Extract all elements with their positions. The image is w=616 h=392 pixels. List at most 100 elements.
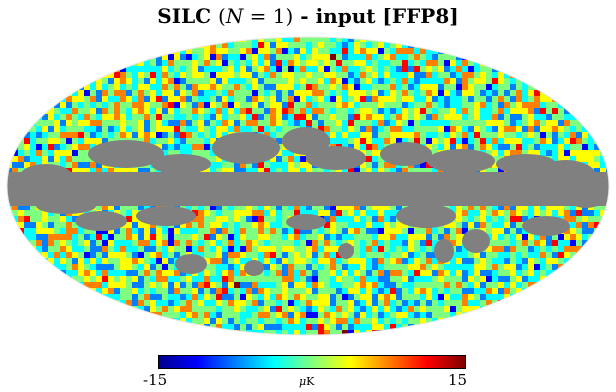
field-cell bbox=[24, 234, 30, 240]
field-cell bbox=[234, 162, 240, 168]
field-cell bbox=[156, 258, 162, 264]
field-cell bbox=[540, 270, 546, 276]
field-cell bbox=[240, 48, 246, 54]
field-cell bbox=[108, 90, 114, 96]
field-cell bbox=[210, 108, 216, 114]
field-cell bbox=[390, 102, 396, 108]
field-cell bbox=[402, 84, 408, 90]
field-cell bbox=[228, 306, 234, 312]
field-cell bbox=[348, 96, 354, 102]
field-cell bbox=[174, 108, 180, 114]
field-cell bbox=[444, 102, 450, 108]
field-cell bbox=[516, 150, 522, 156]
field-cell bbox=[294, 252, 300, 258]
field-cell bbox=[162, 96, 168, 102]
field-cell bbox=[372, 78, 378, 84]
field-cell bbox=[342, 264, 348, 270]
field-cell bbox=[102, 132, 108, 138]
field-cell bbox=[222, 204, 228, 210]
field-cell bbox=[150, 276, 156, 282]
field-cell bbox=[408, 108, 414, 114]
field-cell bbox=[432, 72, 438, 78]
field-cell bbox=[300, 264, 306, 270]
field-cell bbox=[402, 120, 408, 126]
field-cell bbox=[192, 312, 198, 318]
field-cell bbox=[300, 96, 306, 102]
field-cell bbox=[210, 270, 216, 276]
field-cell bbox=[300, 252, 306, 258]
field-cell bbox=[480, 282, 486, 288]
field-cell bbox=[582, 222, 588, 228]
field-cell bbox=[192, 222, 198, 228]
field-cell bbox=[78, 258, 84, 264]
field-cell bbox=[138, 306, 144, 312]
field-cell bbox=[120, 102, 126, 108]
field-cell bbox=[390, 72, 396, 78]
field-cell bbox=[492, 102, 498, 108]
field-cell bbox=[228, 330, 234, 335]
field-cell bbox=[198, 60, 204, 66]
field-cell bbox=[300, 246, 306, 252]
field-cell bbox=[276, 162, 282, 168]
field-cell bbox=[288, 96, 294, 102]
field-cell bbox=[474, 66, 480, 72]
field-cell bbox=[192, 126, 198, 132]
field-cell bbox=[474, 84, 480, 90]
field-cell bbox=[288, 252, 294, 258]
field-cell bbox=[264, 270, 270, 276]
field-cell bbox=[354, 228, 360, 234]
field-cell bbox=[264, 216, 270, 222]
field-cell bbox=[96, 90, 102, 96]
field-cell bbox=[168, 54, 174, 60]
field-cell bbox=[144, 252, 150, 258]
field-cell bbox=[564, 120, 570, 126]
field-cell bbox=[336, 282, 342, 288]
field-cell bbox=[522, 264, 528, 270]
field-cell bbox=[72, 234, 78, 240]
field-cell bbox=[102, 96, 108, 102]
field-cell bbox=[516, 228, 522, 234]
field-cell bbox=[246, 78, 252, 84]
field-cell bbox=[378, 60, 384, 66]
field-cell bbox=[522, 132, 528, 138]
field-cell bbox=[312, 300, 318, 306]
field-cell bbox=[36, 246, 42, 252]
field-cell bbox=[150, 108, 156, 114]
field-cell bbox=[576, 120, 582, 126]
field-cell bbox=[162, 150, 168, 156]
field-cell bbox=[300, 84, 306, 90]
field-cell bbox=[588, 138, 594, 144]
field-cell bbox=[516, 246, 522, 252]
field-cell bbox=[210, 216, 216, 222]
field-cell bbox=[30, 210, 36, 216]
field-cell bbox=[210, 210, 216, 216]
field-cell bbox=[306, 300, 312, 306]
field-cell bbox=[354, 78, 360, 84]
field-cell bbox=[384, 324, 390, 330]
field-cell bbox=[564, 156, 570, 162]
field-cell bbox=[402, 108, 408, 114]
field-cell bbox=[204, 306, 210, 312]
field-cell bbox=[504, 72, 510, 78]
field-cell bbox=[312, 96, 318, 102]
field-cell bbox=[30, 204, 36, 210]
field-cell bbox=[444, 132, 450, 138]
field-cell bbox=[456, 144, 462, 150]
field-cell bbox=[522, 120, 528, 126]
field-cell bbox=[78, 240, 84, 246]
field-cell bbox=[504, 270, 510, 276]
field-cell bbox=[234, 276, 240, 282]
field-cell bbox=[354, 300, 360, 306]
field-cell bbox=[546, 264, 552, 270]
field-cell bbox=[48, 108, 54, 114]
field-cell bbox=[570, 204, 576, 210]
field-cell bbox=[114, 270, 120, 276]
field-cell bbox=[546, 240, 552, 246]
field-cell bbox=[294, 264, 300, 270]
field-cell bbox=[288, 120, 294, 126]
field-cell bbox=[486, 258, 492, 264]
field-cell bbox=[426, 144, 432, 150]
field-cell bbox=[432, 288, 438, 294]
field-cell bbox=[240, 300, 246, 306]
field-cell bbox=[324, 48, 330, 54]
